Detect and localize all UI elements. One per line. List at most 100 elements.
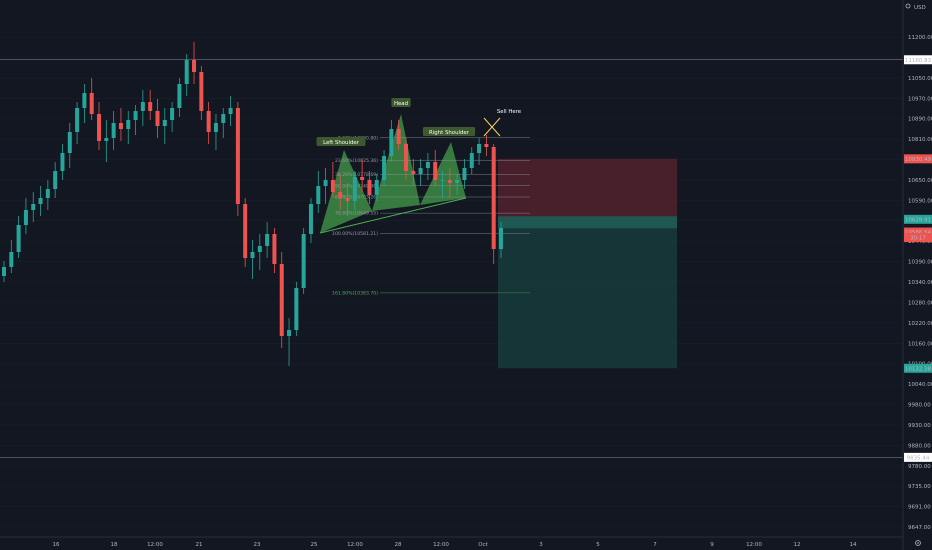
sell-cross-mark bbox=[483, 117, 501, 137]
candle-body bbox=[308, 204, 313, 234]
candle bbox=[162, 108, 167, 144]
candle-body bbox=[455, 180, 460, 183]
candle-body bbox=[126, 120, 131, 129]
fib-level-label: 78.60%(10649.55) bbox=[335, 211, 378, 217]
x-tick-label: 23 bbox=[254, 542, 261, 548]
x-tick-label: 3 bbox=[539, 542, 543, 548]
horizontal-lines[interactable] bbox=[0, 59, 903, 458]
candle-body bbox=[177, 84, 182, 108]
price-badge-bg bbox=[904, 363, 932, 373]
position-zones[interactable] bbox=[498, 158, 677, 369]
head-triangle[interactable] bbox=[372, 114, 420, 211]
candle-body bbox=[199, 72, 204, 111]
pattern-label-bg bbox=[316, 137, 366, 146]
price-badge-label: 10132.38 bbox=[905, 366, 932, 372]
candle-body bbox=[484, 144, 489, 147]
y-axis[interactable]: USD 11200.0011100.0011050.0010970.001089… bbox=[902, 0, 932, 550]
gear-icon[interactable] bbox=[915, 540, 921, 546]
x-tick-label: Oct bbox=[478, 542, 488, 548]
candle bbox=[477, 138, 482, 165]
candle-body bbox=[140, 102, 145, 111]
candle bbox=[67, 123, 72, 168]
candle bbox=[433, 150, 438, 186]
x-axis[interactable]: 16 18 12:00 21 23 25 12:00 28 12:00 Oct 3 5 7 9 12:00 1… bbox=[0, 536, 903, 548]
candle-body bbox=[411, 171, 416, 174]
candle-body bbox=[389, 129, 394, 156]
settings-icon[interactable] bbox=[905, 3, 911, 9]
candle-body bbox=[133, 111, 138, 120]
candle-body bbox=[403, 144, 408, 171]
candle-body bbox=[345, 198, 350, 201]
candle bbox=[396, 120, 401, 150]
candle bbox=[403, 138, 408, 180]
candle-body bbox=[316, 186, 321, 204]
x-tick-label: 12:00 bbox=[433, 542, 449, 548]
candle bbox=[199, 66, 204, 120]
candle-body bbox=[111, 123, 116, 138]
candle bbox=[330, 162, 335, 198]
candle bbox=[360, 159, 365, 192]
candle bbox=[118, 108, 123, 141]
take-profit-zone[interactable] bbox=[498, 219, 677, 369]
head-and-shoulders-pattern[interactable] bbox=[319, 114, 467, 234]
right-shoulder-triangle[interactable] bbox=[420, 142, 466, 205]
y-tick-label: 10390.00 bbox=[908, 260, 932, 266]
y-tick-label: 10970.00 bbox=[908, 96, 932, 102]
candle bbox=[455, 174, 460, 195]
price-badge: 11160.83 bbox=[904, 55, 932, 65]
pattern-labels: Left Shoulder Head Right Shoulder Sell Here bbox=[316, 98, 522, 146]
candle-body bbox=[192, 60, 197, 72]
price-badge-bg bbox=[904, 55, 932, 65]
price-badge-label: 30:17 bbox=[910, 236, 926, 242]
candle bbox=[491, 144, 496, 264]
y-tick-label: 10340.00 bbox=[908, 280, 932, 286]
candle-body bbox=[60, 153, 65, 171]
x-tick-label: 18 bbox=[111, 542, 118, 548]
pattern-label: Head bbox=[394, 101, 408, 107]
candle bbox=[235, 102, 240, 216]
candle bbox=[184, 54, 189, 96]
candle-body bbox=[82, 93, 87, 108]
candle bbox=[170, 102, 175, 132]
candle-body bbox=[469, 153, 474, 168]
x-tick-label: 21 bbox=[196, 542, 203, 548]
left-shoulder-triangle[interactable] bbox=[320, 150, 372, 233]
candle bbox=[177, 78, 182, 117]
candle bbox=[323, 168, 328, 204]
y-tick-label: 10160.00 bbox=[908, 341, 932, 347]
x-tick-label: 28 bbox=[395, 542, 402, 548]
candle-body bbox=[462, 168, 467, 180]
candle-body bbox=[367, 180, 372, 195]
candle bbox=[418, 159, 423, 186]
x-tick-label: 12:00 bbox=[746, 542, 762, 548]
y-tick-label: 9780.00 bbox=[908, 464, 931, 470]
price-badge-bg bbox=[904, 214, 932, 224]
candle bbox=[382, 150, 387, 186]
candle bbox=[257, 234, 262, 270]
candle bbox=[148, 90, 153, 120]
candle-body bbox=[45, 189, 50, 198]
pattern-label: Right Shoulder bbox=[429, 130, 470, 136]
candle bbox=[352, 171, 357, 210]
candle bbox=[97, 102, 102, 150]
candle bbox=[389, 120, 394, 162]
price-badge: 10628.91 bbox=[904, 214, 932, 224]
price-badge: 10586.54 bbox=[904, 227, 932, 237]
candle bbox=[484, 135, 489, 156]
candle-body bbox=[155, 111, 160, 126]
price-badge-bg bbox=[904, 452, 932, 462]
candle bbox=[206, 102, 211, 144]
x-tick-label: 12 bbox=[794, 542, 801, 548]
candle bbox=[287, 318, 292, 366]
price-badge-bg bbox=[904, 233, 932, 243]
y-tick-label: 10890.00 bbox=[908, 117, 932, 123]
candle bbox=[75, 102, 80, 144]
stop-loss-zone[interactable] bbox=[498, 158, 677, 220]
grid bbox=[0, 36, 903, 528]
price-badge: 10132.38 bbox=[904, 363, 932, 373]
candle-body bbox=[294, 288, 299, 330]
neckline[interactable] bbox=[319, 197, 467, 234]
fib-level-label: 23.60%(10825.36) bbox=[335, 158, 378, 164]
candle-body bbox=[97, 114, 102, 141]
